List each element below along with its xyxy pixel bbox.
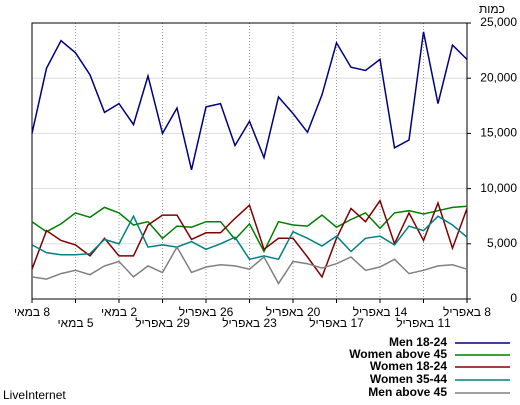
series-line	[31, 245, 468, 285]
y-tick-label: 20,000	[480, 70, 517, 84]
x-tick-label: 8 באפריל	[443, 305, 491, 319]
plot-border	[31, 22, 468, 300]
x-tick-label: 26 באפריל	[179, 305, 234, 319]
x-tick-label: 2 במאי	[101, 305, 137, 319]
legend-label: Women above 45	[349, 347, 447, 361]
legend-label: Women 35-44	[370, 372, 447, 386]
y-axis-title: כמות	[479, 2, 505, 16]
x-tick-label: 5 במאי	[57, 316, 93, 330]
footer: LiveInternet	[3, 388, 66, 402]
x-tick-label: 29 באפריל	[135, 316, 190, 330]
legend-label: Men 18-24	[389, 335, 447, 349]
series-line	[31, 31, 468, 170]
series-line	[31, 205, 468, 254]
y-tick-label: 15,000	[480, 126, 517, 140]
x-tick-label: 23 באפריל	[222, 316, 277, 330]
x-tick-label: 20 באפריל	[266, 305, 321, 319]
x-tick-label: 14 באפריל	[353, 305, 408, 319]
y-tick-label: 25,000	[480, 15, 517, 29]
x-tick-label: 17 באפריל	[309, 316, 364, 330]
x-tick-label: 8 במאי	[14, 305, 50, 319]
x-tick-label: 11 באפריל	[396, 316, 451, 330]
legend-label: Men above 45	[368, 385, 447, 399]
legend-label: Women 18-24	[370, 359, 447, 373]
y-tick-label: 5,000	[487, 236, 517, 250]
y-tick-label: 10,000	[480, 181, 517, 195]
y-tick-label: 0	[510, 291, 517, 305]
series-line	[31, 214, 468, 261]
